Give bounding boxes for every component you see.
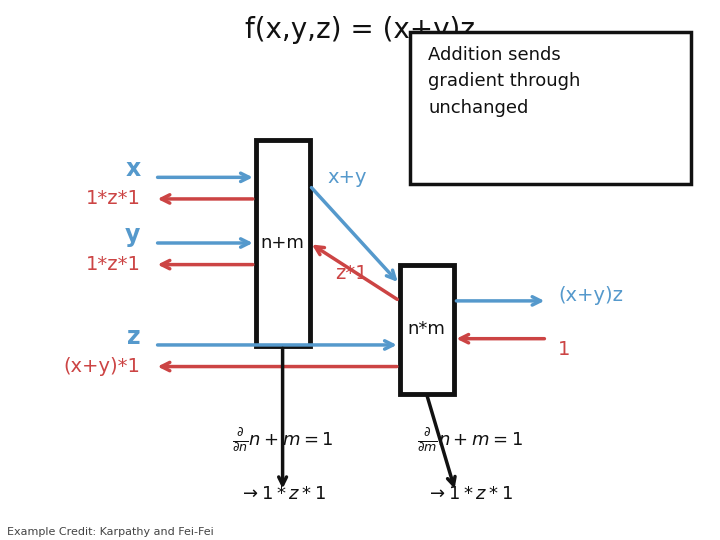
Bar [400, 265, 454, 394]
Text: n+m: n+m [261, 234, 305, 252]
Text: $\rightarrow 1*z*1$: $\rightarrow 1*z*1$ [239, 485, 326, 503]
Text: Addition sends
gradient through
unchanged: Addition sends gradient through unchange… [428, 46, 581, 117]
Text: (x+y)*1: (x+y)*1 [63, 357, 140, 376]
Bar [256, 140, 310, 346]
Text: $\frac{\partial}{\partial n}n+m=1$: $\frac{\partial}{\partial n}n+m=1$ [232, 426, 333, 454]
Text: x: x [125, 157, 140, 181]
Text: z: z [127, 325, 140, 349]
Text: 1: 1 [558, 340, 570, 359]
Text: f(x,y,z) = (x+y)z: f(x,y,z) = (x+y)z [245, 16, 475, 44]
Text: 1*z*1: 1*z*1 [86, 255, 140, 274]
Text: z*1: z*1 [335, 264, 367, 284]
Text: x+y: x+y [328, 168, 367, 187]
Text: y: y [125, 223, 140, 247]
Text: 1*z*1: 1*z*1 [86, 190, 140, 208]
Text: n*m: n*m [408, 320, 446, 339]
Text: $\rightarrow 1*z*1$: $\rightarrow 1*z*1$ [426, 485, 513, 503]
Bar [410, 32, 691, 184]
Text: (x+y)z: (x+y)z [558, 286, 623, 305]
Text: Example Credit: Karpathy and Fei-Fei: Example Credit: Karpathy and Fei-Fei [7, 527, 214, 537]
Text: $\frac{\partial}{\partial m}n+m=1$: $\frac{\partial}{\partial m}n+m=1$ [417, 426, 523, 454]
